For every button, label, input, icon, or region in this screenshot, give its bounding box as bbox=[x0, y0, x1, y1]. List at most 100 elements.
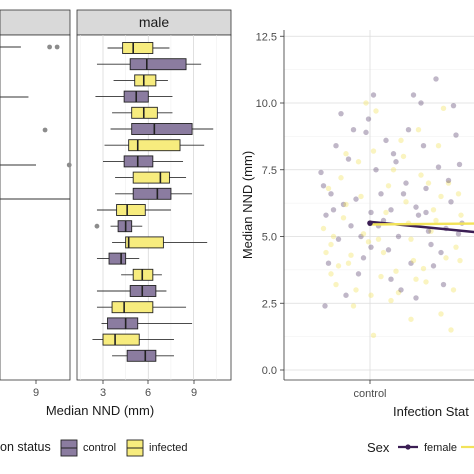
panel-right-x-ticks: 3 6 9 bbox=[100, 380, 197, 399]
boxplot-x-axis-label: Median NND (mm) bbox=[46, 403, 154, 418]
scatter-plot-area bbox=[284, 30, 474, 380]
scatter-panel: 0.0 2.5 5.0 7.5 10.0 12.5 control Infection S… bbox=[240, 30, 474, 455]
box-row bbox=[101, 317, 193, 330]
scatter-point-female bbox=[415, 212, 422, 218]
scatter-legend: Sex female bbox=[367, 440, 474, 455]
scatter-point-female bbox=[395, 233, 402, 240]
scatter-point-female bbox=[408, 260, 414, 266]
scatter-point-female bbox=[418, 100, 424, 106]
panel-left-boxes bbox=[0, 44, 72, 200]
box-row bbox=[112, 106, 173, 119]
scatter-point-male bbox=[333, 281, 339, 288]
right-tick-3: 3 bbox=[100, 387, 106, 399]
scatter-gridlines bbox=[284, 30, 474, 380]
box-row bbox=[112, 236, 208, 249]
scatter-point-female bbox=[370, 92, 377, 98]
scatter-point-male bbox=[395, 289, 402, 296]
box-iqr-infected bbox=[102, 333, 140, 346]
scatter-point-male bbox=[430, 207, 437, 213]
box-row bbox=[96, 252, 140, 265]
box-outlier bbox=[47, 44, 52, 50]
scatter-point-male bbox=[455, 191, 462, 197]
scatter-point-male bbox=[343, 201, 349, 208]
box-iqr-infected bbox=[132, 171, 170, 184]
scatter-point-female bbox=[340, 201, 347, 208]
box-iqr-control bbox=[107, 317, 139, 330]
scatter-point-male bbox=[360, 231, 367, 237]
scatter-point-male bbox=[328, 241, 334, 248]
panel-right-gridlines bbox=[80, 35, 217, 380]
scatter-point-female bbox=[363, 129, 369, 136]
scatter-point-male bbox=[420, 265, 427, 272]
box-iqr-infected bbox=[134, 74, 157, 87]
trend-line-male bbox=[369, 222, 474, 226]
scatter-point-female bbox=[353, 196, 359, 202]
scatter-point-male bbox=[325, 185, 332, 192]
scatter-point-female bbox=[335, 236, 342, 242]
y-tick-label: 12.5 bbox=[256, 31, 277, 43]
scatter-point-female bbox=[456, 161, 463, 168]
box-row bbox=[96, 301, 187, 314]
y-tick-label: 0.0 bbox=[262, 365, 277, 377]
y-tick-label: 10.0 bbox=[256, 98, 277, 110]
scatter-point-female bbox=[390, 151, 397, 157]
scatter-point-female bbox=[322, 303, 328, 309]
box-row bbox=[110, 123, 214, 135]
scatter-point-female bbox=[378, 191, 384, 197]
scatter-point-female bbox=[328, 191, 334, 197]
scatter-point-male bbox=[458, 212, 464, 218]
legend-point-female bbox=[405, 444, 411, 450]
box-row bbox=[121, 268, 162, 281]
scatter-points bbox=[318, 76, 465, 338]
scatter-point-male bbox=[438, 193, 444, 200]
x-tick-control: control bbox=[353, 388, 386, 400]
scatter-point-male bbox=[348, 252, 354, 258]
scatter-point-female bbox=[453, 132, 459, 138]
scatter-point-female bbox=[318, 169, 324, 176]
scatter-legend-title: Sex bbox=[367, 440, 390, 455]
scatter-point-female bbox=[413, 295, 419, 301]
scatter-point-female bbox=[413, 204, 419, 210]
scatter-point-female bbox=[435, 164, 442, 170]
scatter-point-female bbox=[410, 92, 417, 98]
box-row bbox=[92, 333, 174, 346]
box-row bbox=[96, 285, 167, 297]
box-row bbox=[107, 42, 170, 54]
scatter-point-male bbox=[445, 180, 452, 186]
boxplot-panels: male 9 3 6 9 Median NND (mm) on status c… bbox=[0, 9, 232, 457]
box-row bbox=[96, 204, 171, 216]
scatter-point-female bbox=[433, 76, 439, 82]
scatter-point-male bbox=[448, 327, 454, 333]
scatter-point-male bbox=[400, 153, 407, 160]
scatter-point-female bbox=[423, 185, 429, 192]
box-iqr-infected bbox=[111, 301, 154, 314]
scatter-point-male bbox=[335, 263, 342, 269]
scatter-point-male bbox=[443, 255, 449, 261]
box-iqr-infected bbox=[128, 139, 181, 152]
scatter-point-male bbox=[353, 287, 359, 293]
scatter-point-female bbox=[325, 260, 332, 266]
scatter-x-axis-label: Infection Stat bbox=[393, 404, 469, 419]
scatter-point-female bbox=[398, 287, 404, 293]
scatter-point-male bbox=[385, 183, 392, 189]
scatter-point-female bbox=[428, 241, 434, 248]
box-row bbox=[0, 162, 72, 168]
boxplot-legend-title: on status bbox=[0, 440, 51, 454]
scatter-point-male bbox=[408, 316, 414, 322]
strip-left bbox=[0, 9, 71, 36]
scatter-point-female bbox=[355, 271, 362, 277]
scatter-point-male bbox=[375, 236, 382, 242]
scatter-point-male bbox=[438, 311, 444, 317]
scatter-point-male bbox=[418, 172, 424, 178]
scatter-point-female bbox=[385, 247, 392, 253]
box-outlier bbox=[66, 162, 72, 168]
scatter-point-female bbox=[360, 255, 367, 261]
box-outlier bbox=[54, 44, 60, 50]
right-tick-6: 6 bbox=[145, 387, 151, 399]
scatter-point-female bbox=[430, 263, 437, 269]
scatter-point-female bbox=[423, 209, 429, 216]
box-iqr-control bbox=[126, 349, 157, 362]
scatter-point-male bbox=[343, 151, 349, 157]
scatter-point-female bbox=[450, 102, 457, 109]
